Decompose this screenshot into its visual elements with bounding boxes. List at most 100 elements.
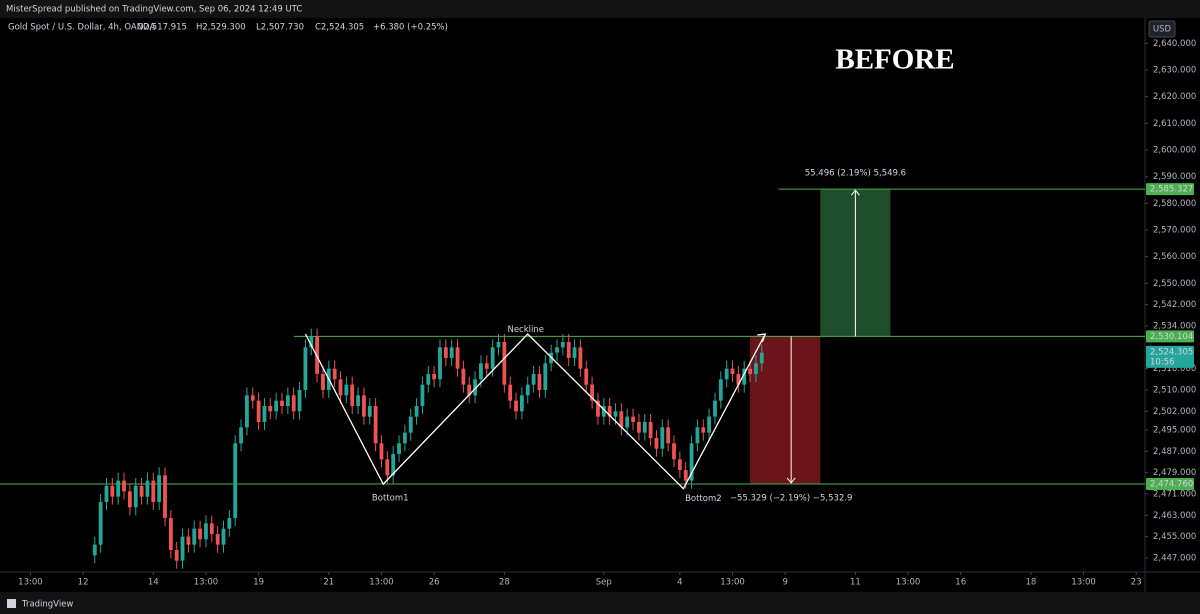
candle-body <box>730 368 735 374</box>
loss-arrow-head <box>786 477 796 484</box>
candle-body <box>584 368 589 385</box>
candle-body <box>420 384 425 406</box>
candle-body <box>262 406 267 422</box>
candle-body <box>596 400 600 417</box>
ohlc-close: C2,524.305 <box>315 23 364 33</box>
candle-body <box>397 443 401 454</box>
y-tick-label: 2,487.000 <box>1153 447 1196 457</box>
candle-body <box>590 384 595 401</box>
x-tick-label: Sep <box>596 578 612 588</box>
x-tick-label: 23 <box>1131 578 1142 588</box>
candle-body <box>127 491 132 508</box>
candle-body <box>391 454 396 476</box>
candle-body <box>707 416 712 433</box>
x-tick-label: 12 <box>78 578 89 588</box>
y-tick-label: 2,600.000 <box>1153 146 1196 156</box>
y-tick-label: 2,495.000 <box>1153 426 1196 436</box>
candle-body <box>455 347 460 369</box>
candle-body <box>139 486 144 497</box>
candle-body <box>367 406 372 417</box>
ohlc-high: H2,529.300 <box>196 23 246 33</box>
candle-body <box>484 363 489 369</box>
candle-body <box>133 486 138 508</box>
candle-body <box>508 384 513 401</box>
candle-body <box>759 352 764 364</box>
candle-body <box>104 486 109 502</box>
symbol: Gold Spot / U.S. Dollar, 4h, OANDA <box>8 23 155 33</box>
candle-body <box>537 374 542 390</box>
candle-body <box>92 544 97 556</box>
last-price-tag-box <box>1146 345 1194 368</box>
pattern-arrow-head <box>757 333 767 343</box>
y-tick-label: 2,610.000 <box>1153 119 1196 129</box>
y-tick-label: 2,640.000 <box>1153 39 1196 49</box>
candle-body <box>666 427 671 444</box>
candle-body <box>648 422 653 438</box>
candle-body <box>566 342 571 358</box>
candle-body <box>601 406 606 417</box>
x-tick-label: 19 <box>253 578 264 588</box>
candle-body <box>619 411 624 428</box>
candle-body <box>555 347 559 353</box>
candle-body <box>718 379 723 401</box>
x-tick-label: 9 <box>782 578 787 588</box>
y-tick-label: 2,518.000 <box>1153 364 1196 374</box>
candle-body <box>689 443 694 481</box>
candle-body <box>713 400 717 417</box>
candle-body <box>274 400 279 412</box>
y-tick-label: 2,580.000 <box>1153 199 1196 209</box>
y-tick-label: 2,590.000 <box>1153 172 1196 182</box>
y-tick-label: 2,471.000 <box>1153 490 1196 500</box>
candle-body <box>344 384 349 396</box>
candle-body <box>227 518 232 529</box>
bottom1-label: Bottom1 <box>372 494 409 504</box>
y-tick-label: 2,534.000 <box>1153 322 1196 332</box>
neckline-tag-box <box>1146 330 1194 343</box>
x-tick-label: 13:00 <box>194 578 219 588</box>
candle-body <box>151 480 156 502</box>
candle-body <box>414 406 419 417</box>
ohlc-low: L2,507.730 <box>256 23 304 33</box>
candle-body <box>362 395 366 417</box>
candle-body <box>490 347 495 369</box>
candle-body <box>204 523 208 540</box>
brand-logo <box>7 599 16 608</box>
candle-body <box>221 528 226 545</box>
candle-body <box>443 347 448 358</box>
candle-body <box>163 475 167 518</box>
currency-box[interactable] <box>1148 20 1176 38</box>
currency[interactable]: USD <box>1153 25 1172 35</box>
y-tick-label: 2,455.000 <box>1153 532 1196 542</box>
y-tick-label: 2,570.000 <box>1153 226 1196 236</box>
countdown: 10:56 <box>1150 357 1175 367</box>
candle-body <box>473 379 477 396</box>
candle-body <box>168 518 173 550</box>
candle-body <box>736 374 741 385</box>
y-tick-label: 2,510.000 <box>1153 386 1196 396</box>
candle-body <box>198 528 202 540</box>
x-tick-label: 28 <box>499 578 510 588</box>
neckline-label: Neckline <box>507 325 544 335</box>
double-bottom-pattern <box>304 333 766 490</box>
candle-body <box>625 416 630 428</box>
candle-body <box>461 368 466 385</box>
candle-body <box>332 368 337 380</box>
candle-body <box>572 347 577 358</box>
y-tick-label: 2,550.000 <box>1153 279 1196 289</box>
candle-body <box>309 336 314 348</box>
candle-body <box>496 342 501 348</box>
candle-body <box>186 536 191 545</box>
candle-body <box>724 368 729 380</box>
candle-body <box>502 342 507 385</box>
candle-body <box>748 368 752 374</box>
x-tick-label: 13:00 <box>369 578 394 588</box>
candle-body <box>519 395 524 412</box>
candle-body <box>432 374 437 380</box>
candle-body <box>350 384 355 406</box>
candle-body <box>631 416 635 422</box>
x-tick-label: 16 <box>955 578 966 588</box>
candle-body <box>297 390 302 412</box>
y-tick-label: 2,620.000 <box>1153 92 1196 102</box>
